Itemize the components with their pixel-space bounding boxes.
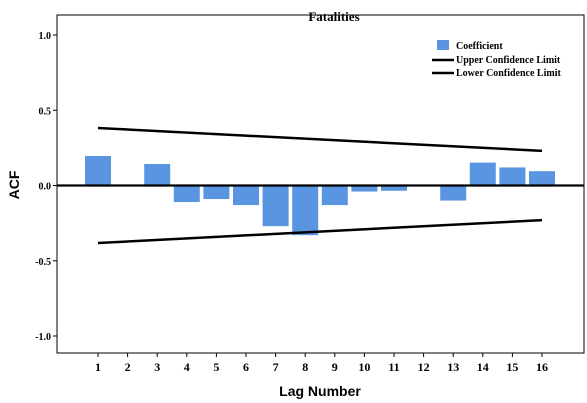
acf-bar-lag-1 <box>85 156 111 186</box>
chart-title: Fatalities <box>308 9 359 24</box>
x-tick-label: 2 <box>125 360 131 374</box>
upper-confidence-limit-line <box>97 126 543 153</box>
x-axis-ticks: 1 2 3 4 5 6 7 8 9 10 11 12 13 14 15 16 <box>95 353 548 374</box>
acf-bar-lag-5 <box>203 185 230 200</box>
acf-bar-lag-13 <box>440 185 467 201</box>
x-tick-label: 5 <box>213 360 219 374</box>
x-tick-label: 12 <box>418 360 430 374</box>
x-tick-label: 4 <box>184 360 190 374</box>
y-tick-label: 0.5 <box>39 106 52 117</box>
x-tick-label: 8 <box>302 360 308 374</box>
acf-bar-lag-11 <box>381 185 407 191</box>
y-tick-label: 1.0 <box>39 31 52 42</box>
coefficient-bars <box>85 156 555 236</box>
x-axis-label: Lag Number <box>279 383 361 399</box>
legend-swatch-coefficient <box>437 40 449 50</box>
x-tick-label: 3 <box>154 360 160 374</box>
acf-bar-lag-4 <box>173 185 200 203</box>
x-tick-label: 6 <box>243 360 249 374</box>
acf-bar-lag-8 <box>292 185 319 236</box>
acf-bar-lag-15 <box>499 167 526 186</box>
y-axis-label: ACF <box>6 170 22 199</box>
legend-label-lower-limit: Lower Confidence Limit <box>456 68 561 79</box>
acf-bar-lag-10 <box>351 185 378 192</box>
legend-label-coefficient: Coefficient <box>456 41 503 52</box>
x-tick-label: 11 <box>388 360 399 374</box>
lower-confidence-limit-line <box>97 218 543 245</box>
x-tick-label: 9 <box>332 360 338 374</box>
y-axis-ticks: 1.0 0.5 0.0 -0.5 -1.0 <box>35 31 57 343</box>
x-tick-label: 1 <box>95 360 101 374</box>
acf-bar-lag-7 <box>262 185 289 227</box>
x-tick-label: 7 <box>273 360 279 374</box>
acf-bar-lag-9 <box>321 185 348 206</box>
acf-bar-lag-16 <box>529 171 555 186</box>
x-tick-label: 13 <box>447 360 459 374</box>
x-tick-label: 16 <box>536 360 548 374</box>
x-tick-label: 14 <box>477 360 489 374</box>
x-tick-label: 15 <box>506 360 518 374</box>
acf-bar-lag-6 <box>233 185 259 206</box>
acf-bar-lag-14 <box>469 162 496 186</box>
y-tick-label: -0.5 <box>35 257 51 268</box>
acf-bar-lag-3 <box>144 163 171 186</box>
y-tick-label: 0.0 <box>39 182 52 193</box>
legend: Coefficient Upper Confidence Limit Lower… <box>432 40 561 79</box>
x-tick-label: 10 <box>358 360 370 374</box>
legend-label-upper-limit: Upper Confidence Limit <box>456 55 561 66</box>
y-tick-label: -1.0 <box>35 332 51 343</box>
